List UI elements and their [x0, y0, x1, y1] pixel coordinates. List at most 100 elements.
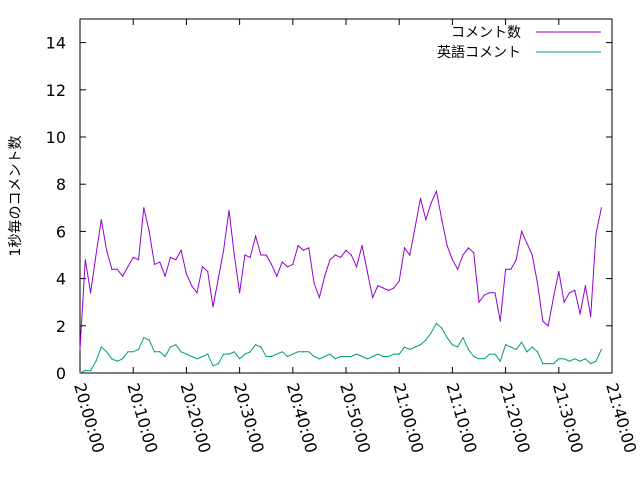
data-point	[297, 245, 299, 247]
data-point	[499, 320, 501, 322]
data-point	[547, 363, 549, 365]
data-point	[116, 360, 118, 362]
data-point	[201, 355, 203, 358]
data-point	[201, 266, 203, 268]
data-point	[100, 219, 102, 221]
data-point	[584, 285, 587, 287]
data-point	[106, 351, 108, 353]
data-point	[435, 190, 437, 192]
data-point	[122, 275, 124, 277]
data-point	[393, 287, 395, 289]
data-point	[143, 207, 145, 209]
data-point	[510, 268, 512, 270]
data-point	[196, 358, 198, 360]
data-point	[403, 247, 406, 249]
data-point	[600, 207, 603, 209]
data-point	[350, 355, 352, 358]
data-point	[574, 289, 576, 291]
series-line	[79, 322, 602, 374]
data-point	[270, 263, 273, 265]
x-tick-label: 21:00:00	[389, 381, 427, 455]
data-point	[398, 280, 400, 282]
data-point	[441, 219, 443, 221]
data-point	[308, 247, 310, 249]
data-point	[467, 247, 469, 249]
data-point	[318, 296, 320, 299]
data-point	[276, 353, 278, 355]
y-tick-label: 10	[46, 128, 66, 147]
data-point	[377, 285, 379, 287]
data-point	[265, 254, 267, 256]
data-point	[148, 230, 150, 232]
data-point	[552, 296, 555, 299]
series-line	[79, 189, 602, 350]
data-point	[414, 226, 416, 228]
data-point	[446, 337, 448, 339]
data-point	[90, 370, 92, 372]
data-point	[132, 351, 134, 353]
data-point	[217, 363, 219, 365]
x-ticks: 20:00:00 20:10:00 20:20:00 20:30:00 20:40:00…	[70, 19, 640, 455]
data-point	[185, 273, 187, 275]
data-point	[361, 355, 363, 358]
data-point	[388, 289, 390, 291]
data-point	[175, 344, 177, 346]
data-point	[212, 365, 214, 367]
data-point	[430, 332, 432, 334]
series-2	[79, 322, 603, 374]
data-point	[462, 254, 464, 256]
data-point	[515, 348, 517, 350]
data-point	[568, 292, 571, 294]
data-point	[334, 358, 336, 360]
y-tick-label: 12	[46, 81, 66, 100]
plot-frame	[79, 18, 613, 374]
data-point	[483, 358, 485, 360]
data-point	[260, 346, 262, 348]
data-point	[388, 355, 390, 358]
data-point	[366, 358, 368, 360]
data-point	[164, 355, 166, 358]
data-point	[153, 263, 156, 265]
data-point	[223, 249, 225, 251]
data-point	[196, 292, 198, 294]
data-point	[425, 219, 427, 221]
data-point	[403, 346, 406, 348]
data-point	[382, 355, 384, 358]
data-point	[473, 355, 475, 358]
data-point	[558, 358, 560, 360]
data-point	[377, 353, 379, 355]
data-point	[297, 351, 299, 353]
data-point	[207, 353, 209, 355]
y-tick-label: 2	[56, 317, 66, 336]
data-point	[361, 245, 363, 247]
data-point	[148, 339, 150, 341]
data-point	[95, 254, 97, 256]
data-point	[169, 256, 171, 258]
data-point	[552, 363, 555, 365]
data-point	[494, 353, 496, 355]
data-point	[499, 360, 501, 362]
data-point	[286, 266, 289, 268]
data-point	[281, 261, 283, 263]
data-point	[255, 235, 257, 237]
data-point	[558, 270, 560, 273]
data-point	[233, 254, 235, 256]
data-point	[244, 254, 246, 256]
data-point	[542, 363, 544, 365]
data-point	[292, 353, 294, 355]
data-point	[409, 254, 411, 256]
data-point	[382, 287, 384, 289]
data-point	[270, 355, 273, 358]
x-tick-label: 21:40:00	[602, 381, 640, 455]
data-point	[84, 259, 86, 261]
data-point	[414, 346, 416, 348]
data-point	[505, 344, 507, 346]
data-point	[164, 275, 166, 277]
data-point	[185, 353, 187, 355]
data-point	[521, 230, 523, 232]
data-point	[122, 358, 124, 360]
data-point	[563, 358, 565, 360]
data-point	[228, 209, 230, 211]
data-point	[372, 296, 374, 299]
data-point	[542, 320, 544, 322]
